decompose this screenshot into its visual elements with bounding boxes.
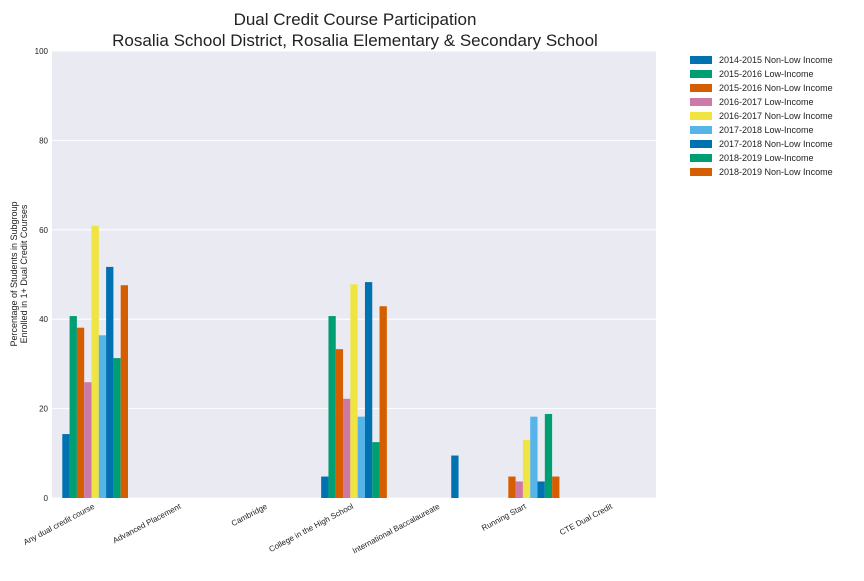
legend-swatch (690, 84, 712, 92)
legend-swatch (690, 140, 712, 148)
bar (544, 413, 553, 498)
bar (357, 416, 365, 498)
legend-swatch (690, 56, 712, 64)
y-axis-label-line1: Percentage of Students in Subgroup (9, 201, 19, 346)
x-tick-label: CTE Dual Credit (558, 501, 614, 537)
y-tick-label: 100 (35, 47, 49, 56)
bar (62, 434, 70, 498)
bar (552, 476, 560, 498)
legend-label: 2018-2019 Non-Low Income (719, 167, 833, 177)
legend-swatch (690, 126, 712, 134)
x-tick-label: College in the High School (267, 502, 355, 554)
bar (343, 398, 351, 498)
legend: 2014-2015 Non-Low Income 2015-2016 Low-In… (690, 55, 833, 177)
bar (106, 266, 114, 498)
legend-label: 2015-2016 Non-Low Income (719, 83, 833, 93)
bar (537, 481, 545, 498)
bar (350, 284, 358, 498)
bar (530, 416, 538, 498)
x-tick-label: Running Start (480, 501, 528, 532)
legend-swatch (690, 112, 712, 120)
bar (508, 476, 516, 498)
bar (364, 282, 373, 498)
legend-label: 2015-2016 Low-Income (719, 69, 814, 79)
bar (522, 439, 531, 498)
bar (451, 455, 459, 498)
y-axis-label: Percentage of Students in Subgroup Enrol… (9, 201, 29, 346)
x-tick-label: Advanced Placement (111, 501, 183, 545)
bar (515, 481, 523, 498)
legend-label: 2014-2015 Non-Low Income (719, 55, 833, 65)
y-axis-label-line2: Enrolled in 1+ Dual Credit Courses (19, 204, 29, 343)
x-tick-labels: Any dual credit course Advanced Placement… (22, 501, 615, 555)
chart-subtitle: Rosalia School District, Rosalia Element… (112, 31, 598, 50)
legend-swatch (690, 168, 712, 176)
y-tick-label: 60 (39, 226, 48, 235)
bar (328, 316, 336, 498)
bar (98, 335, 107, 498)
legend-label: 2016-2017 Non-Low Income (719, 111, 833, 121)
y-tick-label: 0 (44, 494, 49, 503)
legend-swatch (690, 70, 712, 78)
y-tick-label: 80 (39, 136, 48, 145)
bar (76, 327, 85, 498)
x-tick-label: International Baccalaureate (351, 502, 442, 556)
chart-title: Dual Credit Course Participation (234, 10, 477, 29)
bar (372, 442, 380, 498)
bar (91, 225, 99, 499)
x-tick-label: Cambridge (230, 502, 269, 529)
x-tick-label: Any dual credit course (22, 502, 97, 547)
bar (379, 306, 387, 498)
legend-label: 2016-2017 Low-Income (719, 97, 814, 107)
y-tick-label: 40 (39, 315, 48, 324)
bar (69, 316, 77, 498)
legend-label: 2017-2018 Non-Low Income (719, 139, 833, 149)
y-tick-labels: 0 20 40 60 80 100 (35, 47, 49, 503)
y-tick-label: 20 (39, 405, 48, 414)
legend-swatch (690, 98, 712, 106)
bar (321, 476, 329, 498)
legend-swatch (690, 154, 712, 162)
bar (120, 285, 128, 498)
bar (335, 349, 344, 498)
legend-label: 2018-2019 Low-Income (719, 153, 814, 163)
legend-label: 2017-2018 Low-Income (719, 125, 814, 135)
bar (84, 382, 92, 498)
bar (113, 358, 121, 498)
bars-layer (62, 225, 560, 499)
